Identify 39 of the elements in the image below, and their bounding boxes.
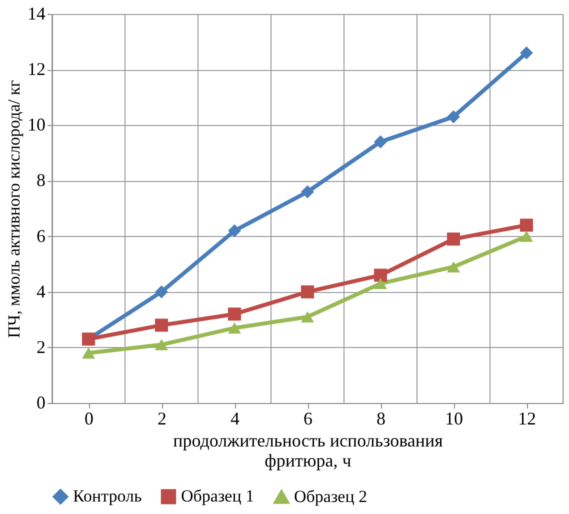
point	[228, 308, 242, 321]
point	[446, 261, 460, 272]
point	[520, 218, 534, 232]
x-tick-label: 6	[304, 408, 312, 428]
y-tick-label: 14	[28, 4, 46, 24]
y-tick-label: 4	[36, 281, 46, 302]
x-tick-label: 0	[84, 408, 94, 428]
y-tick-label: 0	[36, 392, 46, 412]
x-tick-label: 10	[445, 408, 463, 428]
legend-label: Образец 1	[181, 486, 254, 506]
y-tick-label: 10	[28, 114, 46, 135]
point	[374, 278, 388, 290]
x-tick-label: 12	[518, 408, 536, 428]
point	[374, 268, 388, 282]
x-tick-label: 4	[230, 408, 240, 428]
y-tick-label: 12	[28, 59, 46, 80]
x-tick-label: 2	[158, 408, 166, 428]
legend-label: Образец 2	[294, 487, 368, 506]
x-axis-title: продолжительность использования фритюра, ч	[173, 430, 443, 470]
x-tick-label: 8	[376, 408, 386, 428]
point	[446, 232, 460, 246]
legend-label: Контроль	[73, 486, 142, 506]
point	[520, 230, 534, 242]
point	[228, 322, 242, 334]
point	[300, 311, 314, 323]
point	[300, 185, 314, 198]
point	[520, 46, 534, 60]
point	[154, 339, 168, 350]
point	[446, 110, 460, 124]
y-tick-label: 8	[36, 170, 46, 190]
point	[154, 318, 168, 332]
point	[228, 224, 242, 238]
point	[82, 347, 96, 359]
point	[300, 285, 314, 298]
point	[154, 285, 168, 298]
y-tick-label: 6	[36, 226, 46, 246]
point	[374, 135, 388, 148]
y-axis-title: ПЧ, ммоль активного кислорода/ кг	[4, 80, 24, 338]
y-tick-label: 2	[36, 336, 46, 357]
